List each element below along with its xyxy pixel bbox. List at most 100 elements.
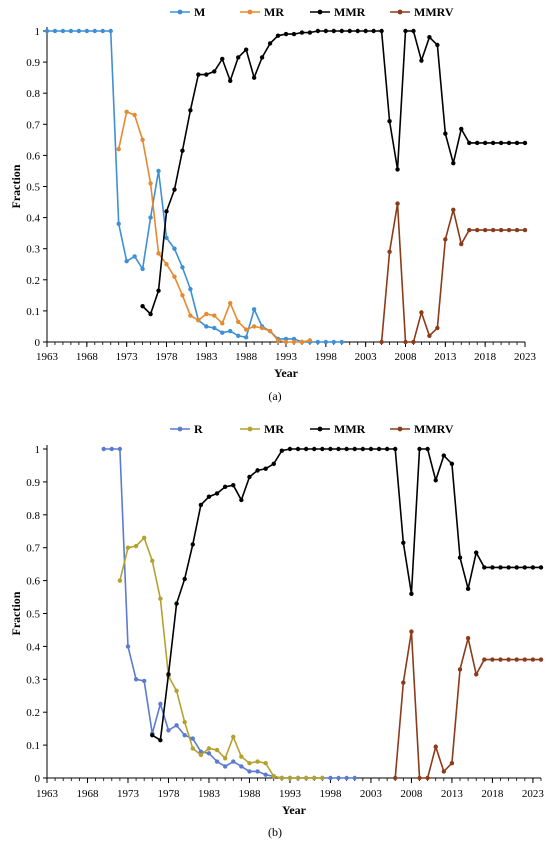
data-point-m [68,28,74,34]
data-point-mr [299,339,305,345]
x-tick-label: 2018 [481,788,504,800]
data-point-mr [279,775,285,781]
data-point-mr [148,181,153,186]
data-point-mmr [243,47,249,52]
data-point-m [283,336,289,342]
x-tick-label: 1983 [195,351,218,363]
data-point-m [76,28,82,34]
data-point-mmr [387,118,392,124]
data-point-m [132,254,137,259]
x-tick-label: 1963 [36,351,59,363]
x-tick-label: 1988 [238,788,261,800]
data-point-mr [180,293,185,298]
data-point-mr [228,300,233,306]
data-point-mr [188,313,193,318]
data-point-mr [133,543,139,549]
series-line-mmr [151,448,541,742]
y-tick-label: 0.5 [26,609,40,621]
data-point-r [198,749,204,754]
data-point-mr [222,756,228,761]
y-tick-label: 0.6 [26,150,40,162]
data-point-m [100,28,105,34]
data-point-m [291,336,297,342]
legend-label: MR [264,5,284,19]
data-point-m [116,221,121,227]
legend-label: MMR [334,5,366,19]
data-point-m [323,339,329,345]
data-point-mr [156,251,161,256]
data-point-mmr [263,466,268,471]
data-point-mmrv [538,657,544,662]
data-point-mmr [190,542,195,547]
x-tick-label: 1968 [76,788,99,800]
data-point-r [117,446,123,452]
y-tick-label: 1 [35,444,41,456]
legend-swatch-marker [317,9,323,15]
x-tick-label: 1973 [117,788,140,800]
data-point-m [188,286,193,292]
data-point-m [236,333,241,338]
data-point-mr [198,752,204,758]
data-point-m [164,235,169,241]
data-point-r [255,769,260,774]
data-point-mmr [459,126,464,132]
data-point-mmr [379,28,384,34]
y-tick-label: 0.8 [26,510,40,522]
data-point-mmr [339,28,344,34]
data-point-m [60,28,66,34]
data-point-mr [307,338,313,343]
x-tick-label: 2023 [522,788,545,800]
x-tick-label: 2013 [434,351,457,363]
data-point-mmr [299,30,305,35]
data-point-mmrv [457,667,463,672]
legend-swatch-marker [247,426,253,432]
data-point-mmr [172,187,177,192]
data-point-mmr [295,446,301,452]
data-point-r [231,759,236,764]
data-point-mmr [228,78,233,83]
data-point-mmr [315,28,321,34]
series-mmr [150,446,544,743]
data-point-mr [182,719,187,725]
data-point-mmr [336,446,341,452]
x-tick-label: 2008 [395,351,418,363]
data-point-mr [164,262,169,267]
data-point-mr [251,324,257,329]
data-point-mmrv [441,769,447,774]
x-tick-label: 2008 [400,788,423,800]
legend-swatch-marker [247,9,253,15]
data-point-mmr [393,446,398,452]
data-point-mr [287,775,293,781]
data-point-mmr [182,576,187,582]
x-tick-label: 1993 [279,788,302,800]
data-point-mmr [506,140,512,146]
x-tick-label: 1988 [235,351,258,363]
data-point-mmr [371,28,376,34]
series-m [44,28,344,345]
chart-panel-b: 0 0.1 0.2 0.3 0.4 0.5 0.6 0.7 0.8 0.9 1 1963 1968 197… [9,422,544,839]
legend-swatch-marker [317,426,323,432]
data-point-mmr [530,565,536,570]
data-point-mmrv [498,657,503,662]
data-point-mmr [482,140,488,146]
data-point-mmr [328,446,333,452]
data-point-mmrv [514,657,519,662]
data-point-mmrv [459,241,464,247]
data-point-mr [150,558,155,564]
data-point-mr [239,754,244,759]
series-line-r [103,448,355,779]
x-tick-label: 1983 [198,788,221,800]
x-tick-label: 1993 [275,351,298,363]
data-point-mmrv [498,227,504,233]
x-tick-label: 1963 [36,788,59,800]
data-point-mmr [180,148,185,153]
data-point-mr [236,319,241,324]
data-point-m [251,307,257,312]
panel-label: (a) [268,389,281,403]
data-point-mr [320,775,325,781]
data-point-mmr [395,167,400,172]
series-line-mmrv [394,631,541,779]
legend-entry-m: M [170,5,205,19]
data-point-mmrv [474,672,479,677]
data-point-mmrv [417,775,422,781]
